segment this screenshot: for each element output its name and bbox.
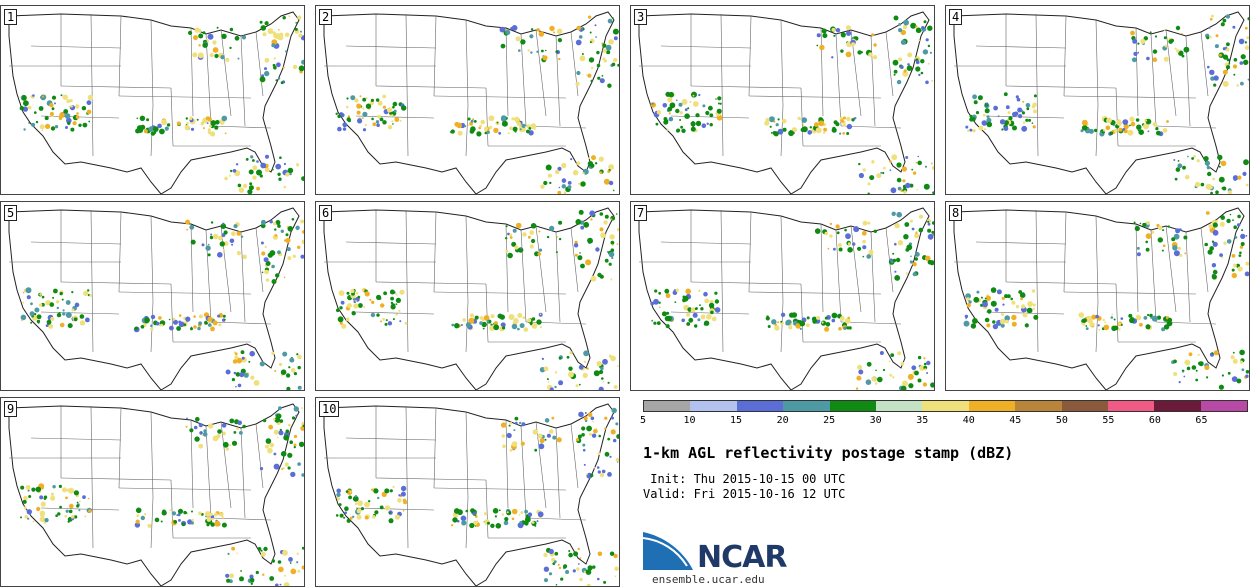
member-number: 2 (319, 9, 333, 25)
member-number: 10 (319, 401, 340, 417)
ensemble-member-panel: 7 (630, 201, 935, 391)
colorbar-tick-label: 60 (1148, 415, 1161, 426)
us-map (638, 207, 934, 390)
colorbar-swatch (968, 401, 1016, 411)
us-map (323, 207, 619, 390)
ensemble-member-panel: 5 (0, 201, 305, 391)
colorbar-swatch (1061, 401, 1108, 411)
ensemble-member-panel: 3 (630, 5, 935, 195)
colorbar-tick-label: 55 (1102, 415, 1115, 426)
member-number: 3 (634, 9, 648, 25)
member-number: 6 (319, 205, 333, 221)
ensemble-member-panel: 4 (945, 5, 1250, 195)
us-map (953, 207, 1249, 390)
colorbar-tick-label: 40 (962, 415, 975, 426)
ensemble-member-panel: 2 (315, 5, 620, 195)
colorbar-tick-label: 50 (1055, 415, 1068, 426)
us-map (323, 11, 619, 194)
colorbar-swatch (922, 401, 969, 411)
colorbar-tick-label: 10 (683, 415, 696, 426)
member-number: 7 (634, 205, 648, 221)
member-number: 8 (949, 205, 963, 221)
colorbar-swatch (1154, 401, 1201, 411)
colorbar-tick-label: 5 (639, 415, 647, 426)
us-map (638, 11, 934, 194)
member-number: 4 (949, 9, 963, 25)
site-url: ensemble.ucar.edu (652, 573, 765, 586)
member-number: 9 (4, 401, 18, 417)
colorbar-swatch (1015, 401, 1062, 411)
colorbar-tick-label: 65 (1195, 415, 1208, 426)
member-number: 5 (4, 205, 18, 221)
colorbar-tick-label: 35 (916, 415, 929, 426)
colorbar-swatch (736, 401, 784, 411)
colorbar-tick-label: 25 (823, 415, 836, 426)
valid-time: Valid: Fri 2015-10-16 12 UTC (643, 487, 846, 501)
us-map (323, 403, 619, 586)
ensemble-member-panel: 10 (315, 397, 620, 587)
us-map (8, 403, 304, 586)
us-map (8, 207, 304, 390)
us-map (8, 11, 304, 194)
colorbar-tick-label: 20 (776, 415, 789, 426)
member-number: 1 (4, 9, 18, 25)
ensemble-member-panel: 6 (315, 201, 620, 391)
ensemble-member-panel: 9 (0, 397, 305, 587)
reflectivity-colorbar (643, 400, 1248, 412)
ensemble-member-panel: 1 (0, 5, 305, 195)
colorbar-swatch (783, 401, 830, 411)
colorbar-swatch (1200, 401, 1248, 411)
colorbar-swatch (1107, 401, 1155, 411)
colorbar-tick-label: 45 (1009, 415, 1022, 426)
figure-title: 1-km AGL reflectivity postage stamp (dBZ… (643, 444, 1014, 462)
ensemble-member-panel: 8 (945, 201, 1250, 391)
colorbar-labels: 5 10 15 20 25 30 35 40 45 50 55 60 65 (639, 415, 1248, 429)
ncar-logo-text: NCAR (697, 540, 787, 575)
init-time: Init: Thu 2015-10-15 00 UTC (643, 472, 846, 486)
colorbar-swatch (690, 401, 737, 411)
colorbar-swatch (644, 401, 691, 411)
us-map (953, 11, 1249, 194)
colorbar-swatch (829, 401, 876, 411)
colorbar-swatch (875, 401, 923, 411)
colorbar-tick-label: 30 (869, 415, 882, 426)
colorbar-tick-label: 15 (730, 415, 743, 426)
ncar-logo-icon (643, 532, 693, 570)
